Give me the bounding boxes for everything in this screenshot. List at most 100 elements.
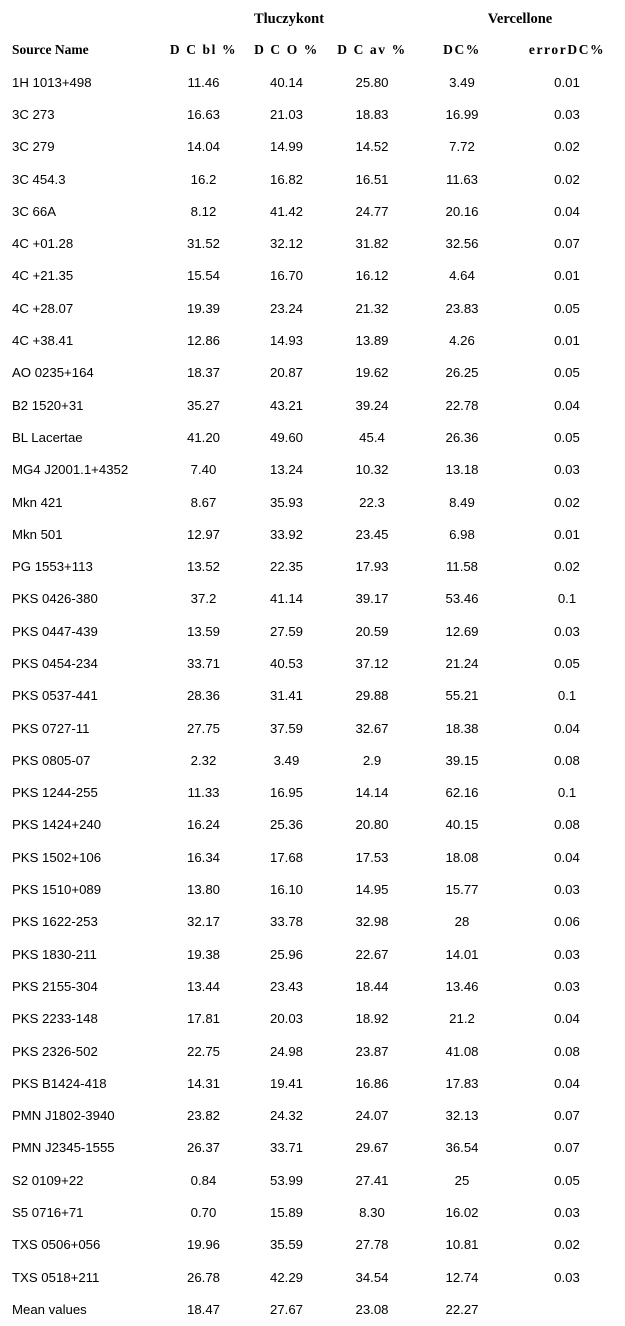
cell-dc-o: 24.32	[269, 1108, 303, 1124]
group-header-vercellone: Vercellone	[487, 11, 553, 27]
table-row: PKS 2233-148 17.81 20.03 18.92 21.2 0.04	[0, 1003, 625, 1035]
cell-dc: 4.64	[449, 268, 475, 284]
cell-dc: 11.63	[446, 171, 479, 187]
cell-dc-av: 19.62	[355, 365, 389, 381]
cell-error-dc: 0.03	[554, 1269, 580, 1285]
table-row: PKS 1830-211 19.38 25.96 22.67 14.01 0.03	[0, 938, 625, 970]
table-row: S2 0109+22 0.84 53.99 27.41 25 0.05	[0, 1164, 625, 1196]
cell-dc-o: 41.14	[269, 591, 303, 607]
table-row: BL Lacertae 41.20 49.60 45.4 26.36 0.05	[0, 421, 625, 453]
cell-source-name: PMN J2345-1555	[12, 1140, 115, 1156]
cell-dc-av: 14.52	[355, 139, 389, 155]
cell-dc-bl: 7.40	[190, 462, 217, 478]
cell-dc-bl: 33.71	[186, 655, 220, 671]
table-head: Tluczykont Vercellone Source Name D C bl…	[0, 0, 625, 66]
table-row: B2 1520+31 35.27 43.21 39.24 22.78 0.04	[0, 389, 625, 421]
cell-dc: 40.15	[445, 817, 479, 833]
table-row: Mkn 421 8.67 35.93 22.3 8.49 0.02	[0, 486, 625, 518]
cell-error-dc: 0.02	[554, 171, 580, 187]
cell-dc: 13.46	[445, 978, 479, 994]
cell-dc-o: 35.93	[269, 494, 303, 510]
table-row: PKS B1424-418 14.31 19.41 16.86 17.83 0.04	[0, 1067, 625, 1099]
table-row: PKS 1622-253 32.17 33.78 32.98 28 0.06	[0, 906, 625, 938]
cell-source-name: PKS B1424-418	[12, 1075, 107, 1091]
cell-source-name: PKS 1510+089	[12, 882, 102, 898]
cell-source-name: PKS 1424+240	[12, 817, 102, 833]
cell-dc-av: 20.80	[355, 817, 389, 833]
cell-dc-bl: 11.33	[187, 785, 220, 801]
table-row: PKS 0454-234 33.71 40.53 37.12 21.24 0.05	[0, 647, 625, 679]
cell-dc-av: 29.88	[355, 688, 389, 704]
cell-dc-av: 14.14	[355, 785, 389, 801]
cell-dc-bl: 31.52	[186, 236, 220, 252]
column-header-dc-av: D C av %	[337, 42, 407, 57]
table-row: 3C 454.3 16.2 16.82 16.51 11.63 0.02	[0, 163, 625, 195]
cell-dc-av: 39.24	[355, 397, 389, 413]
cell-dc-av: 21.32	[355, 300, 389, 316]
cell-dc-av: 8.30	[359, 1205, 385, 1221]
cell-source-name: S5 0716+71	[12, 1205, 84, 1221]
cell-source-name: PKS 0727-11	[12, 720, 90, 736]
cell-dc: 11.58	[446, 559, 479, 575]
cell-dc-bl: 14.04	[186, 139, 220, 155]
cell-dc: 18.38	[445, 720, 479, 736]
cell-dc-o: 24.98	[269, 1043, 303, 1059]
table-row: MG4 J2001.1+4352 7.40 13.24 10.32 13.18 0.03	[0, 454, 625, 486]
table-row: 4C +38.41 12.86 14.93 13.89 4.26 0.01	[0, 324, 625, 356]
cell-error-dc: 0.04	[554, 1011, 580, 1027]
group-header-row: Tluczykont Vercellone	[0, 0, 625, 28]
cell-dc: 21.2	[449, 1011, 475, 1027]
cell-dc-av: 16.86	[355, 1075, 389, 1091]
cell-source-name: 4C +01.28	[12, 236, 74, 252]
cell-source-name: Mkn 421	[12, 494, 63, 510]
cell-dc: 20.16	[445, 203, 479, 219]
cell-source-name: PKS 1622-253	[12, 914, 98, 930]
cell-dc-bl: 16.34	[186, 849, 220, 865]
cell-dc: 26.25	[445, 365, 479, 381]
table-row: PKS 0805-07 2.32 3.49 2.9 39.15 0.08	[0, 744, 625, 776]
cell-error-dc: 0.04	[554, 397, 580, 413]
table-row: 4C +01.28 31.52 32.12 31.82 32.56 0.07	[0, 227, 625, 259]
cell-source-name: S2 0109+22	[12, 1172, 84, 1188]
cell-dc: 12.74	[445, 1269, 479, 1285]
cell-dc-o: 43.21	[269, 397, 303, 413]
table-row: PMN J2345-1555 26.37 33.71 29.67 36.54 0.07	[0, 1132, 625, 1164]
cell-dc-o: 14.93	[269, 333, 303, 349]
cell-dc-av: 45.4	[359, 429, 385, 445]
cell-source-name: MG4 J2001.1+4352	[12, 462, 129, 478]
cell-dc-bl: 22.75	[186, 1043, 220, 1059]
cell-error-dc: 0.05	[554, 300, 580, 316]
column-header-source-name: Source Name	[12, 42, 89, 57]
table-row: PKS 0426-380 37.2 41.14 39.17 53.46 0.1	[0, 583, 625, 615]
table-row: 4C +21.35 15.54 16.70 16.12 4.64 0.01	[0, 260, 625, 292]
cell-dc-o: 3.49	[273, 752, 300, 768]
cell-error-dc: 0.04	[554, 849, 580, 865]
cell-source-name: Mkn 501	[12, 526, 63, 542]
cell-dc-o: 35.59	[269, 1237, 303, 1253]
cell-dc: 53.46	[445, 591, 479, 607]
cell-dc-bl: 23.82	[186, 1108, 220, 1124]
cell-dc-bl: 13.52	[186, 559, 220, 575]
cell-dc-o: 16.95	[269, 785, 303, 801]
table-row: 3C 66A 8.12 41.42 24.77 20.16 0.04	[0, 195, 625, 227]
cell-dc-av: 24.77	[355, 203, 389, 219]
cell-source-name: Mean values	[12, 1301, 87, 1317]
cell-source-name: PKS 0805-07	[12, 752, 91, 768]
cell-dc-o: 31.41	[269, 688, 303, 704]
cell-dc-av: 17.53	[355, 849, 389, 865]
table-row: PKS 0447-439 13.59 27.59 20.59 12.69 0.03	[0, 615, 625, 647]
cell-source-name: PMN J1802-3940	[12, 1108, 115, 1124]
cell-dc-bl: 15.54	[186, 268, 220, 284]
cell-dc-o: 16.70	[269, 268, 303, 284]
column-header-error-dc: errorDC%	[528, 42, 606, 57]
cell-dc-av: 14.95	[355, 882, 389, 898]
cell-dc-av: 32.98	[355, 914, 389, 930]
cell-dc-o: 20.87	[269, 365, 303, 381]
cell-dc-bl: 8.12	[190, 203, 217, 219]
cell-dc-bl: 32.17	[186, 914, 220, 930]
cell-dc-bl: 2.32	[190, 752, 217, 768]
cell-source-name: PKS 1830-211	[12, 946, 97, 962]
column-header-dc: DC%	[443, 42, 481, 57]
cell-dc: 17.83	[445, 1075, 479, 1091]
